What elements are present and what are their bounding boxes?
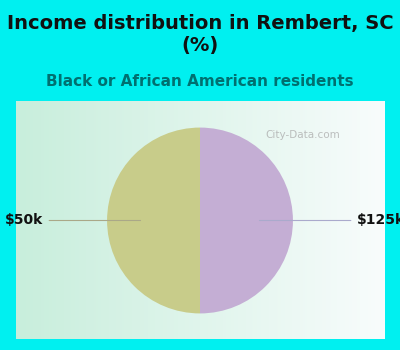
Text: City-Data.com: City-Data.com	[265, 130, 340, 140]
Text: $125k: $125k	[260, 214, 400, 228]
Wedge shape	[200, 127, 293, 314]
Text: Income distribution in Rembert, SC
(%): Income distribution in Rembert, SC (%)	[7, 14, 393, 55]
Text: $50k: $50k	[5, 214, 140, 228]
Text: Black or African American residents: Black or African American residents	[46, 74, 354, 89]
Wedge shape	[107, 127, 200, 314]
